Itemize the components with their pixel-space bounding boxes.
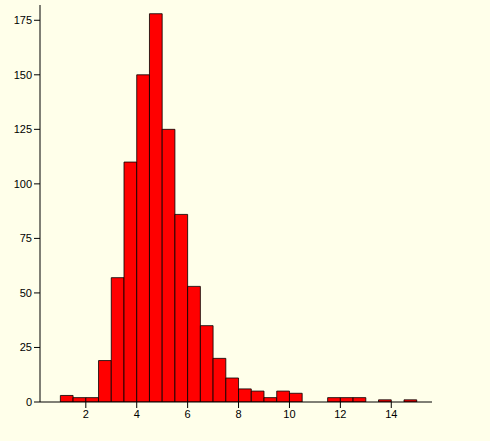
- svg-text:2: 2: [83, 408, 89, 420]
- svg-text:150: 150: [14, 69, 32, 81]
- svg-text:100: 100: [14, 178, 32, 190]
- svg-text:4: 4: [134, 408, 140, 420]
- svg-text:25: 25: [20, 341, 32, 353]
- svg-text:10: 10: [283, 408, 295, 420]
- svg-text:14: 14: [385, 408, 397, 420]
- svg-text:125: 125: [14, 123, 32, 135]
- svg-text:0: 0: [26, 396, 32, 408]
- svg-text:12: 12: [334, 408, 346, 420]
- svg-text:75: 75: [20, 232, 32, 244]
- svg-text:8: 8: [235, 408, 241, 420]
- svg-text:6: 6: [185, 408, 191, 420]
- svg-text:175: 175: [14, 14, 32, 26]
- svg-text:50: 50: [20, 287, 32, 299]
